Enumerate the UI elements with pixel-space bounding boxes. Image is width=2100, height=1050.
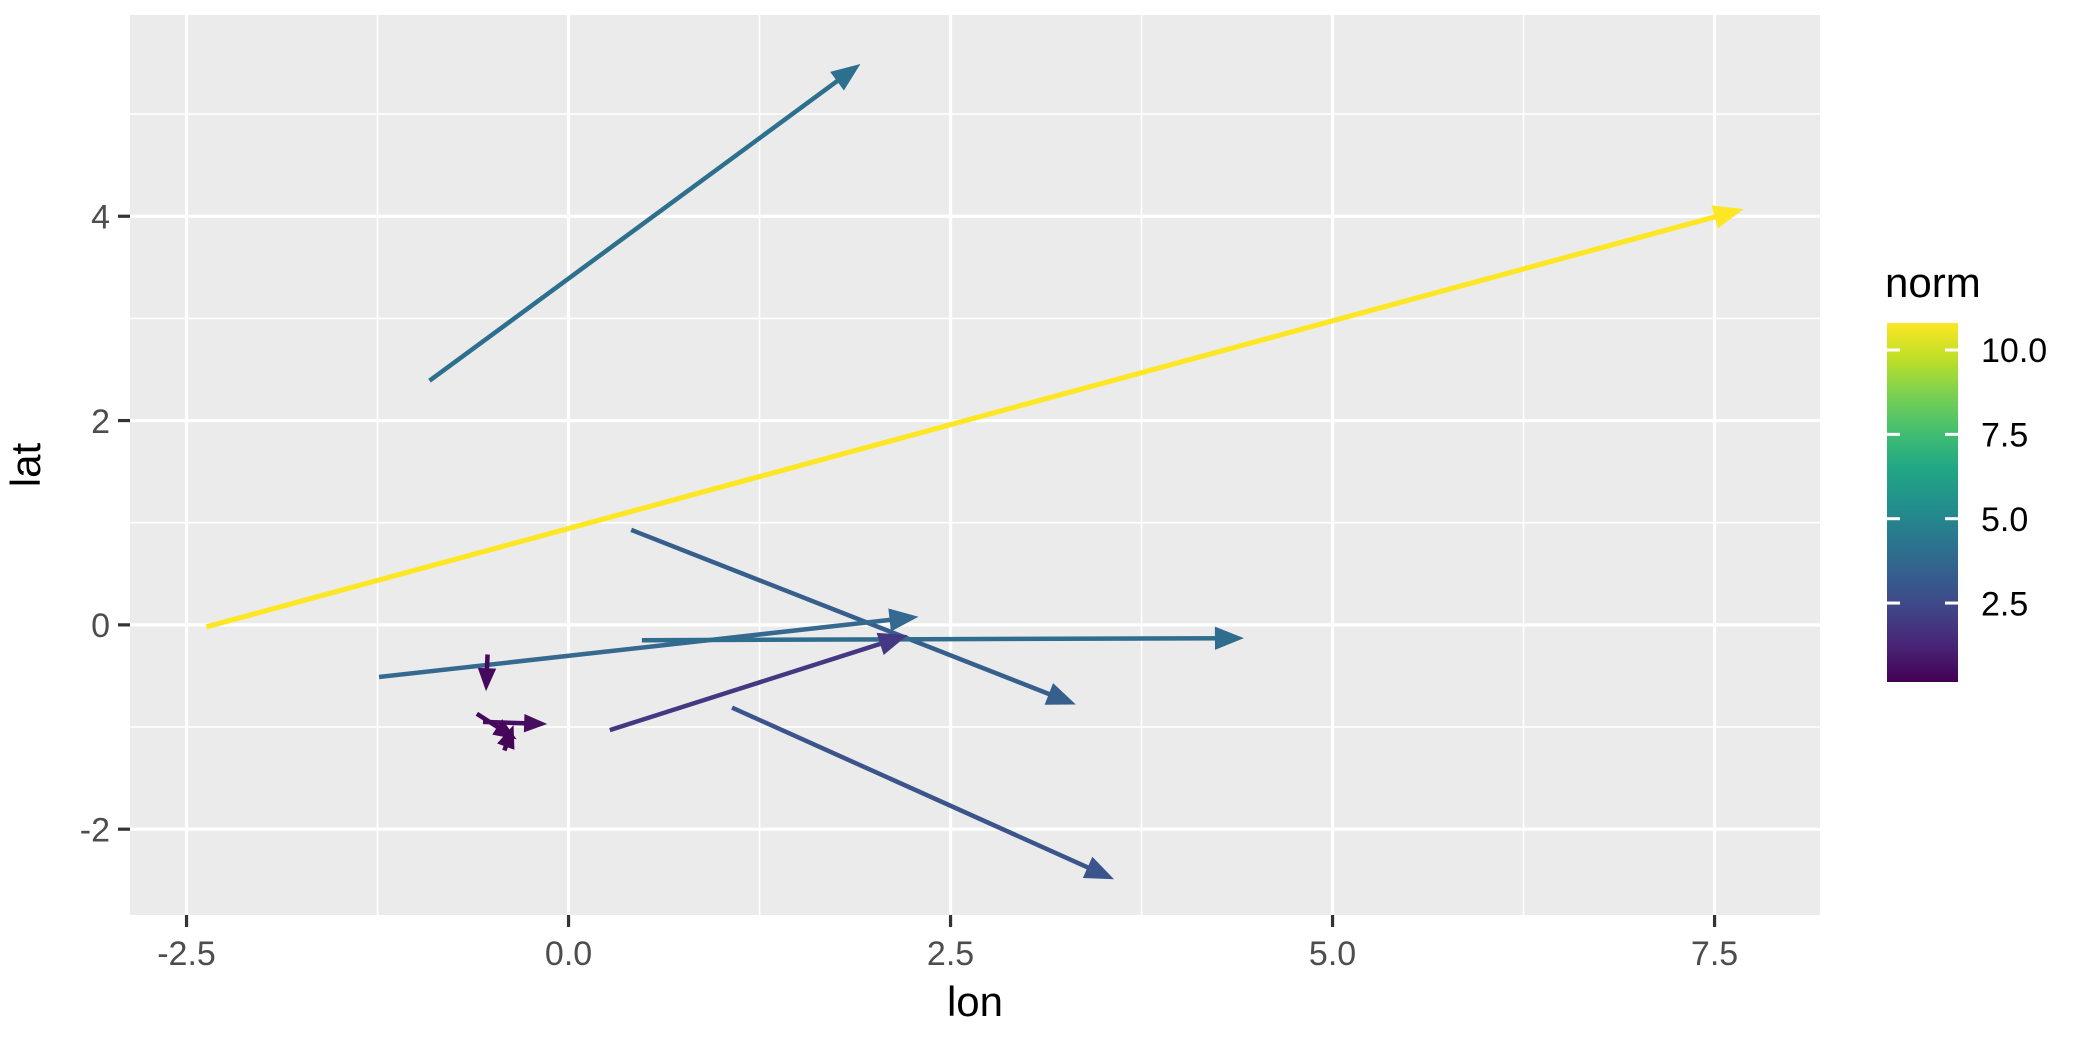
- grid-minor: [130, 15, 1820, 915]
- arrow-head: [888, 608, 919, 632]
- y-tick-label: -2: [80, 811, 110, 849]
- x-tick-label: 2.5: [927, 935, 974, 973]
- vector-arrow: [378, 608, 919, 680]
- y-axis: -2 0 2 4: [80, 198, 130, 849]
- arrow-head: [1082, 856, 1115, 880]
- panel-background: [130, 15, 1820, 915]
- vector-arrow: [205, 205, 1744, 630]
- vector-arrow: [731, 705, 1115, 880]
- legend-tick-label: 2.5: [1981, 585, 2028, 623]
- arrow-head: [497, 724, 515, 750]
- x-tick-label: 7.5: [1691, 935, 1738, 973]
- legend-title: norm: [1885, 259, 1981, 306]
- arrow-head: [830, 64, 861, 91]
- arrow-shaft: [641, 635, 1230, 643]
- arrow-shaft: [378, 616, 905, 680]
- legend-colorbar: [1887, 323, 1958, 682]
- x-axis: -2.5 0.0 2.5 5.0 7.5: [157, 915, 1738, 973]
- arrow-head: [477, 667, 497, 692]
- arrow-head: [876, 632, 908, 655]
- arrow-shaft: [630, 527, 1064, 702]
- legend: norm 2.5 5.0 7.5 10.0: [1885, 259, 2047, 682]
- arrow-head: [1044, 683, 1076, 705]
- arrow-shaft: [428, 70, 851, 383]
- arrow-head: [1711, 205, 1744, 229]
- arrow-shaft: [609, 637, 895, 733]
- legend-tick-label: 10.0: [1981, 332, 2047, 370]
- arrow-shaft: [731, 705, 1102, 876]
- legend-tick-label: 7.5: [1981, 417, 2028, 455]
- vector-arrow: [641, 626, 1244, 650]
- vector-arrow: [609, 632, 908, 733]
- x-tick-label: -2.5: [157, 935, 216, 973]
- arrow-shaft: [205, 210, 1730, 630]
- y-tick-label: 2: [91, 403, 110, 441]
- arrow-head: [523, 714, 548, 733]
- y-tick-label: 4: [91, 198, 110, 236]
- arrow-layer: [205, 64, 1744, 880]
- x-axis-title: lon: [947, 978, 1003, 1025]
- x-tick-label: 5.0: [1309, 935, 1356, 973]
- vector-arrow: [497, 724, 515, 752]
- vector-arrow: [630, 527, 1076, 705]
- x-tick-label: 0.0: [545, 935, 592, 973]
- vector-arrow: [477, 654, 497, 692]
- arrow-head: [1214, 626, 1244, 650]
- grid-major: [130, 15, 1820, 915]
- y-axis-title: lat: [2, 442, 49, 487]
- legend-tick-label: 5.0: [1981, 501, 2028, 539]
- y-tick-label: 0: [91, 607, 110, 645]
- vector-arrow: [428, 64, 861, 383]
